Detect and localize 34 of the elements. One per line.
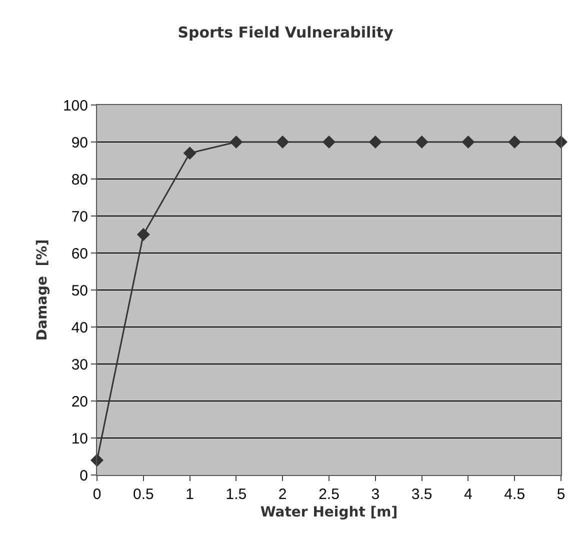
y-axis-title: Damage [%] (34, 239, 51, 341)
y-tick-label: 20 (71, 393, 88, 410)
x-tick-label: 0 (92, 486, 102, 503)
point (508, 136, 522, 148)
x-tick-label: 3 (371, 486, 380, 503)
y-tick-label: 70 (71, 208, 88, 226)
point (462, 136, 475, 148)
chart-title: Sports Field Vulnerability (178, 24, 394, 42)
y-tick-label: 50 (71, 282, 88, 300)
point (183, 146, 196, 160)
x-axis-title: Water Height [m] (260, 504, 398, 520)
point (136, 228, 150, 241)
x-tick-label: 1.5 (226, 486, 247, 503)
point (322, 136, 336, 148)
y-tick-label: 60 (71, 245, 88, 262)
x-tick-label: 5 (556, 486, 566, 503)
point (230, 136, 243, 148)
y-tick-label: 40 (71, 319, 88, 336)
x-tick-label: 4 (464, 486, 472, 503)
y-tick-label: 90 (71, 134, 88, 152)
x-tick-label: 0.5 (132, 486, 154, 503)
x-tick-label: 4.5 (504, 486, 526, 503)
x-tick-label: 3.5 (411, 486, 432, 503)
y-tick-label: 0 (80, 467, 88, 484)
x-tick-label: 2.5 (318, 486, 340, 503)
x-tick-label: 2 (278, 486, 287, 503)
x-tick-label: 1 (186, 486, 194, 503)
y-tick-label: 100 (62, 97, 88, 114)
point (276, 136, 290, 148)
y-tick-label: 80 (71, 171, 88, 188)
y-tick-label: 30 (71, 356, 88, 374)
point (368, 136, 382, 148)
point (415, 136, 428, 148)
y-tick-label: 10 (71, 430, 88, 448)
